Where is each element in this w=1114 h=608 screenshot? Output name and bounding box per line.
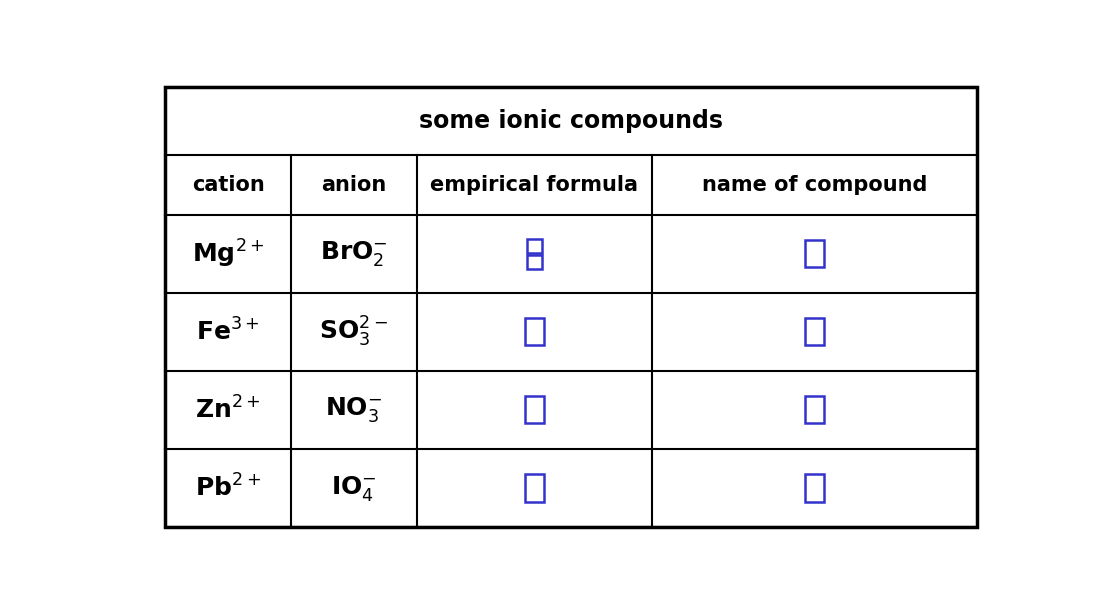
Bar (525, 474, 544, 502)
Bar (805, 318, 824, 345)
Text: BrO$_2^{-}$: BrO$_2^{-}$ (320, 239, 388, 268)
Text: Pb$^{2+}$: Pb$^{2+}$ (195, 474, 261, 502)
Text: anion: anion (321, 175, 387, 195)
Text: SO$_3^{2-}$: SO$_3^{2-}$ (320, 315, 389, 349)
Text: cation: cation (192, 175, 264, 195)
Bar (805, 396, 824, 424)
Text: name of compound: name of compound (702, 175, 927, 195)
Bar (805, 240, 824, 268)
Text: Zn$^{2+}$: Zn$^{2+}$ (195, 396, 261, 424)
Text: Mg$^{2+}$: Mg$^{2+}$ (192, 238, 264, 270)
Text: empirical formula: empirical formula (430, 175, 638, 195)
Bar (527, 239, 543, 253)
Text: IO$_4^{-}$: IO$_4^{-}$ (331, 474, 377, 503)
Bar (527, 255, 543, 269)
Text: some ionic compounds: some ionic compounds (419, 109, 723, 133)
Bar (805, 474, 824, 502)
Bar (525, 318, 544, 345)
Text: NO$_3^{-}$: NO$_3^{-}$ (325, 395, 382, 424)
Bar (525, 396, 544, 424)
Text: Fe$^{3+}$: Fe$^{3+}$ (196, 318, 260, 345)
